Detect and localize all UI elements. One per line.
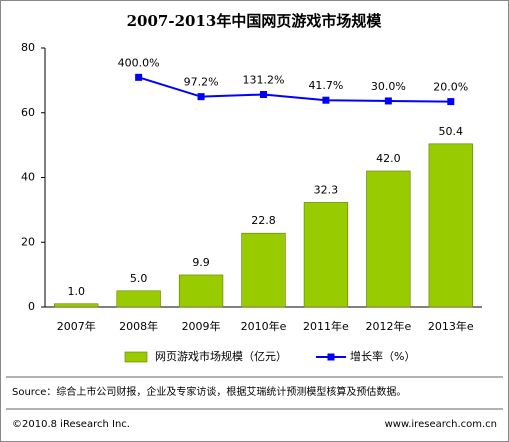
x-tick-label: 2012年e <box>365 319 411 333</box>
data-label: 131.2% <box>243 73 285 86</box>
data-label: 20.0% <box>433 81 468 94</box>
data-label: 22.8 <box>251 214 276 227</box>
data-label: 5.0 <box>130 272 148 285</box>
bar <box>178 274 224 308</box>
x-tick-label: 2007年 <box>57 319 96 333</box>
chart-title: 2007-2013年中国网页游戏市场规模 <box>127 12 383 30</box>
data-label: 9.9 <box>192 256 210 269</box>
y-tick-label: 20 <box>21 235 35 248</box>
data-label: 32.3 <box>314 183 339 196</box>
line-marker <box>384 97 392 105</box>
data-label: 42.0 <box>376 152 401 165</box>
line-marker <box>135 73 143 81</box>
y-tick-label: 60 <box>21 106 35 119</box>
data-label: 1.0 <box>67 285 85 298</box>
legend-label: 网页游戏市场规模（亿元） <box>155 349 287 363</box>
x-tick-label: 2008年 <box>119 319 158 333</box>
legend-swatch <box>327 353 335 361</box>
line <box>138 76 451 103</box>
legend-swatch <box>124 351 148 363</box>
y-tick-label: 40 <box>21 171 35 184</box>
line-marker <box>260 90 267 98</box>
bar <box>303 202 349 308</box>
y-tick-label: 0 <box>28 300 35 313</box>
line-marker <box>447 98 455 106</box>
x-tick-label: 2010年e <box>241 319 287 333</box>
bar <box>116 290 161 308</box>
data-label: 41.7% <box>308 79 343 92</box>
data-label: 400.0% <box>118 56 160 69</box>
x-tick-label: 2009年 <box>182 319 221 333</box>
legend-label: 增长率（%） <box>350 349 415 363</box>
y-tick-label: 80 <box>21 41 35 54</box>
bar <box>241 232 286 308</box>
bar <box>366 170 411 308</box>
line-marker <box>197 93 205 101</box>
x-tick-label: 2011年e <box>303 319 349 333</box>
data-label: 50.4 <box>439 125 464 138</box>
data-label: 97.2% <box>184 76 219 89</box>
website: www.iresearch.com.cn <box>385 419 497 430</box>
line-marker <box>322 96 330 104</box>
source: Source：综合上市公司财报，企业及专家访谈，根据艾瑞统计预测模型核算及预估数… <box>12 385 406 398</box>
bar <box>428 143 473 308</box>
data-label: 30.0% <box>371 80 406 93</box>
copyright: ©2010.8 iResearch Inc. <box>12 419 130 430</box>
bar <box>54 303 99 308</box>
x-tick-label: 2013年e <box>428 319 474 333</box>
